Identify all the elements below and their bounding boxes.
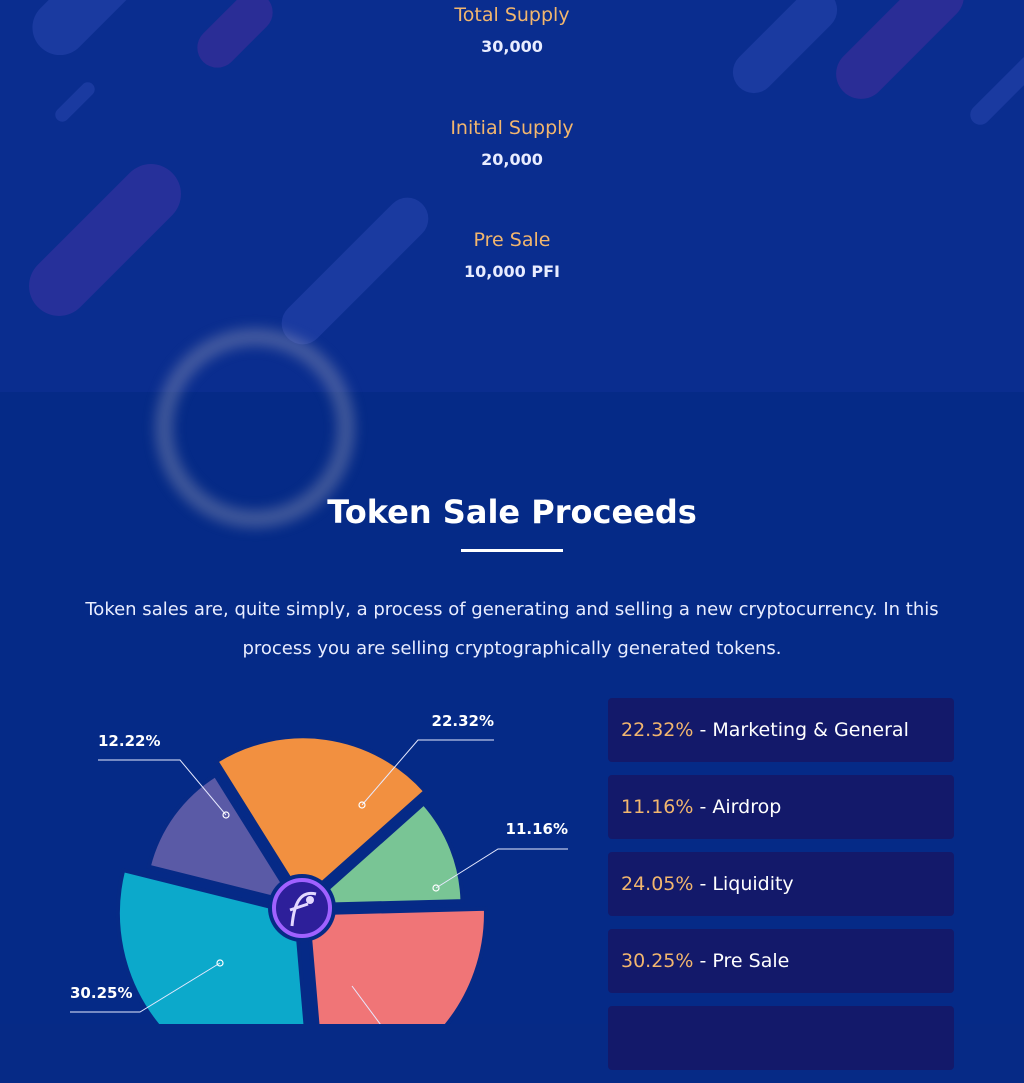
- leader-dot: [222, 811, 230, 819]
- section-description: Token sales are, quite simply, a process…: [85, 599, 939, 659]
- pre-sale-label: Pre Sale: [473, 229, 551, 251]
- leader-dot: [432, 884, 440, 892]
- slice-percent-label: 11.16%: [506, 820, 568, 838]
- logo-dot: [306, 896, 314, 904]
- initial-supply-block: Initial Supply 20,000: [0, 116, 1024, 170]
- proceeds-pie-chart: 12.22% 22.32% 11.16% 30.25%: [70, 712, 568, 1024]
- pie-slice: [213, 734, 429, 904]
- pre-sale-block: Pre Sale 10,000 PFI: [0, 228, 1024, 282]
- pie-slice: [304, 800, 465, 908]
- pie-slice: [305, 906, 488, 1024]
- leader-line: [435, 848, 568, 889]
- legend-item-marketing: 22.32% - Marketing & General: [608, 698, 954, 762]
- pre-sale-value: 10,000 PFI: [464, 262, 560, 281]
- slice-percent-label: 30.25%: [70, 984, 132, 1002]
- leader-dot: [358, 801, 366, 809]
- title-underline: [461, 549, 563, 552]
- hero-background: [0, 0, 1024, 392]
- leader-line: [70, 962, 221, 1013]
- legend-label: - Marketing & General: [693, 719, 909, 741]
- legend-percent: 30.25%: [621, 950, 694, 972]
- legend-percent: 11.16%: [621, 796, 694, 818]
- legend-item-pre-sale: 30.25% - Pre Sale: [608, 929, 954, 993]
- legend-percent: 22.32%: [621, 719, 694, 741]
- leader-line: [351, 985, 381, 1024]
- leader-dot: [216, 959, 224, 967]
- leader-line: [98, 759, 227, 816]
- legend-item-airdrop: 11.16% - Airdrop: [608, 775, 954, 839]
- pie-slice: [115, 867, 308, 1024]
- legend-label: - Liquidity: [693, 873, 794, 895]
- slice-percent-label: 12.22%: [98, 732, 160, 750]
- legend-percent: 24.05%: [621, 873, 694, 895]
- initial-supply-label: Initial Supply: [450, 117, 574, 139]
- legend-item-liquidity: 24.05% - Liquidity: [608, 852, 954, 916]
- logo-icon: [272, 878, 332, 938]
- leader-line: [361, 739, 494, 806]
- proceeds-legend: 22.32% - Marketing & General 11.16% - Ai…: [608, 698, 954, 1083]
- legend-label: - Airdrop: [693, 796, 782, 818]
- legend-item-partial: [608, 1006, 954, 1070]
- legend-label: - Pre Sale: [693, 950, 790, 972]
- slice-percent-label: 22.32%: [432, 712, 494, 730]
- total-supply-value: 30,000: [481, 37, 543, 56]
- logo-glyph: [289, 891, 317, 927]
- total-supply-block: Total Supply 30,000: [0, 3, 1024, 57]
- section-title: Token Sale Proceeds: [327, 493, 697, 531]
- initial-supply-value: 20,000: [481, 150, 543, 169]
- pie-slice: [146, 772, 300, 907]
- total-supply-label: Total Supply: [454, 4, 570, 26]
